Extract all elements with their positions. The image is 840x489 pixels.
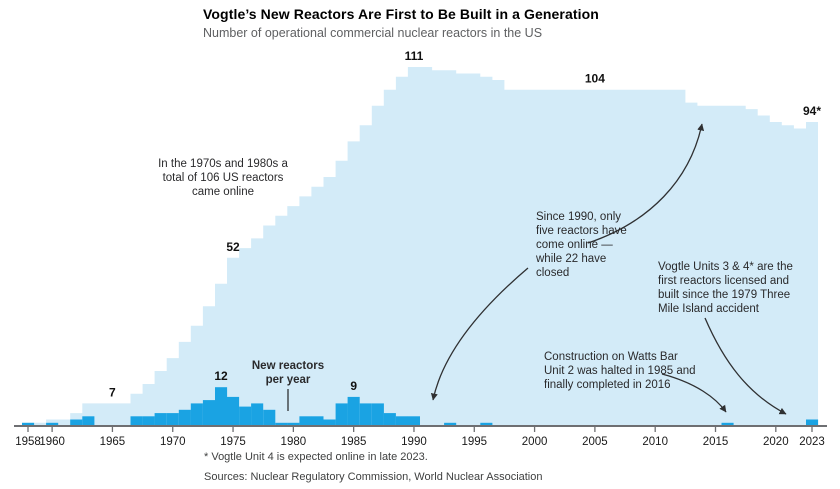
bar-1978: [263, 409, 276, 426]
bar-1986: [359, 403, 372, 426]
chart-footnote: * Vogtle Unit 4 is expected online in la…: [204, 451, 428, 463]
bar-1989: [395, 416, 408, 426]
value-label-94: 94*: [803, 104, 821, 118]
bar-1985: [347, 396, 360, 426]
arrow-since-1990-down: [430, 267, 529, 401]
bar-1979: [275, 422, 288, 426]
tick-label-2020: 2020: [763, 436, 789, 448]
tick-label-1995: 1995: [461, 436, 487, 448]
tick-label-2010: 2010: [642, 436, 668, 448]
arrow-watts-bar: [661, 373, 727, 413]
bar-1969: [154, 413, 167, 426]
tick-label-1985: 1985: [341, 436, 367, 448]
bar-1962: [70, 419, 83, 426]
annotation-1970s-reactors-online: In the 1970s and 1980s a total of 106 US…: [158, 158, 288, 198]
tick-label-1970: 1970: [160, 436, 186, 448]
value-label-7: 7: [109, 385, 116, 399]
value-label-52: 52: [226, 240, 240, 254]
bar-1983: [323, 419, 336, 426]
bar-1971: [178, 409, 191, 426]
tick-label-1975: 1975: [220, 436, 246, 448]
annotation-watts-bar: Construction on Watts Bar Unit 2 was hal…: [544, 351, 696, 391]
bar-2016: [721, 422, 734, 426]
tick-label-1965: 1965: [100, 436, 126, 448]
value-label-104: 104: [585, 72, 605, 86]
tick-label-2023: 2023: [799, 436, 825, 448]
bar-1968: [142, 416, 155, 426]
tick-label-2005: 2005: [582, 436, 608, 448]
bar-2023: [806, 419, 819, 426]
chart-title: Vogtle’s New Reactors Are First to Be Bu…: [203, 6, 599, 22]
annotation-since-1990: Since 1990, only five reactors have come…: [536, 211, 627, 279]
tick-label-2015: 2015: [703, 436, 729, 448]
value-label-9: 9: [350, 379, 357, 393]
annotation-new-reactors-per-year: New reactors per year: [251, 360, 325, 386]
annotation-vogtle-units: Vogtle Units 3 & 4* are the first reacto…: [658, 261, 793, 315]
chart-sources: Sources: Nuclear Regulatory Commission, …: [204, 471, 543, 483]
area-series-operational-reactors: [21, 67, 819, 426]
bar-1990: [407, 416, 420, 426]
bar-1988: [383, 413, 396, 426]
tick-label-1980: 1980: [281, 436, 307, 448]
bar-1980: [287, 422, 300, 426]
arrow-vogtle: [704, 317, 787, 415]
bar-1976: [239, 406, 252, 426]
bar-1960: [46, 422, 59, 426]
value-label-12: 12: [214, 369, 228, 383]
bar-1984: [335, 403, 348, 426]
bar-1967: [130, 416, 143, 426]
bar-1970: [166, 413, 179, 426]
tick-label-2000: 2000: [522, 436, 548, 448]
chart-subtitle: Number of operational commercial nuclear…: [203, 26, 543, 40]
bar-1963: [82, 416, 95, 426]
bar-1975: [227, 396, 240, 426]
bar-1977: [251, 403, 264, 426]
value-label-111: 111: [405, 49, 424, 63]
bar-1973: [202, 400, 215, 426]
bar-series-new-reactors: [22, 387, 819, 426]
tick-label-1958: 1958: [15, 436, 41, 448]
bar-1996: [480, 422, 493, 426]
bar-1972: [190, 403, 203, 426]
bar-1974: [215, 387, 228, 426]
bar-1987: [371, 403, 384, 426]
bar-1981: [299, 416, 312, 426]
tick-label-1990: 1990: [401, 436, 427, 448]
arrow-since-1990-up: [587, 123, 705, 244]
tick-label-1960: 1960: [39, 436, 65, 448]
bar-1982: [311, 416, 324, 426]
bar-1993: [444, 422, 457, 426]
bar-1958: [22, 422, 35, 426]
